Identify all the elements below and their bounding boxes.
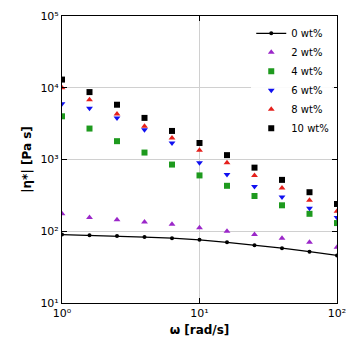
svg-text:10²: 10² (40, 225, 58, 238)
svg-text:10⁰: 10⁰ (53, 307, 72, 320)
svg-text:8 wt%: 8 wt% (291, 104, 322, 115)
svg-text:|η*| [Pa s]: |η*| [Pa s] (20, 126, 34, 193)
svg-text:2 wt%: 2 wt% (291, 47, 322, 58)
svg-text:4 wt%: 4 wt% (291, 66, 322, 77)
svg-text:10¹: 10¹ (190, 307, 208, 320)
svg-text:10⁴: 10⁴ (40, 82, 59, 95)
svg-text:6 wt%: 6 wt% (291, 85, 322, 96)
svg-text:10 wt%: 10 wt% (291, 123, 329, 134)
svg-text:10³: 10³ (40, 153, 58, 166)
svg-text:0 wt%: 0 wt% (291, 28, 322, 39)
svg-text:10⁵: 10⁵ (40, 10, 58, 23)
svg-text:ω [rad/s]: ω [rad/s] (170, 323, 230, 337)
svg-text:10¹: 10¹ (40, 297, 58, 310)
svg-text:10²: 10² (328, 307, 346, 320)
